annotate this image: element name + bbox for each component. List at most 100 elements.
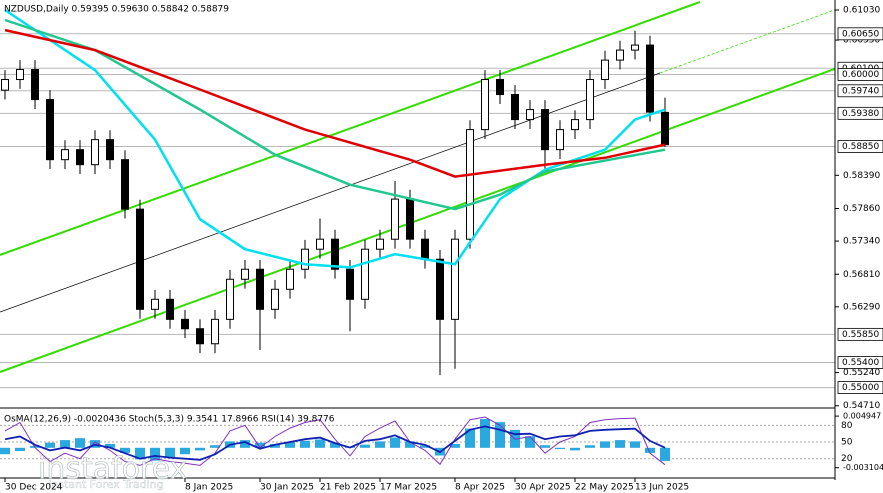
candle-body xyxy=(331,238,339,270)
candle-body xyxy=(196,328,204,345)
x-tick-label: 30 Dec 2024 xyxy=(5,483,63,493)
level-label-box xyxy=(837,27,883,41)
level-label: 0.55400 xyxy=(842,358,879,368)
watermark-brand: instaforex xyxy=(38,452,187,487)
x-tick-label: 21 Feb 2025 xyxy=(320,483,376,493)
candle-body xyxy=(91,139,99,166)
candle-body xyxy=(451,238,459,320)
y2-tick-label: 80 xyxy=(841,421,853,431)
level-label-box xyxy=(837,68,883,81)
level-label-box xyxy=(837,327,883,341)
candle-body xyxy=(166,298,174,320)
candle-body xyxy=(121,159,129,210)
y-tick-label: -0.003104 xyxy=(843,463,883,472)
candle-body xyxy=(556,129,564,151)
stoch-line xyxy=(4,416,666,466)
trend-extension xyxy=(659,9,835,74)
rsi-line xyxy=(4,425,666,461)
osma-bar xyxy=(255,442,265,448)
osma-bar xyxy=(480,418,490,448)
osma-bar xyxy=(525,436,535,448)
osma-bar xyxy=(450,443,460,448)
osma-bar xyxy=(210,445,220,448)
candle-body xyxy=(466,129,474,240)
osma-bar xyxy=(615,440,625,448)
candle-body xyxy=(61,149,69,161)
osma-bar xyxy=(330,442,340,448)
candle-body xyxy=(286,268,294,290)
y-tick-label: 0.55240 xyxy=(843,368,880,378)
osma-bar xyxy=(285,442,295,448)
trend-line xyxy=(0,72,661,313)
y-tick-label: 0.54710 xyxy=(843,401,880,411)
osma-bar xyxy=(240,440,250,448)
osma-bar xyxy=(270,443,280,448)
candle-body xyxy=(421,238,429,260)
chart-title: NZDUSD,Daily 0.59395 0.59630 0.58842 0.5… xyxy=(4,5,229,15)
candle-body xyxy=(406,198,414,240)
osma-bar xyxy=(585,445,595,448)
candle-body xyxy=(76,149,84,166)
candle-body xyxy=(391,198,399,240)
candle-body xyxy=(241,268,249,280)
channel-line xyxy=(0,67,835,373)
y-tick-label: 0.58390 xyxy=(843,171,880,181)
osma-bar xyxy=(300,440,310,448)
candle-body xyxy=(301,248,309,270)
y-tick-label: 0.57340 xyxy=(843,237,880,247)
candle-body xyxy=(16,69,24,81)
candle-body xyxy=(1,79,9,91)
osma-bar xyxy=(405,441,415,448)
candle-body xyxy=(271,288,279,310)
osma-bar xyxy=(120,447,130,453)
osma-bar xyxy=(645,447,655,453)
level-label: 0.55000 xyxy=(842,383,879,393)
moving-average xyxy=(4,18,666,211)
moving-average xyxy=(4,8,666,269)
y-tick-label: 0.56810 xyxy=(843,270,880,280)
y-tick-label: 0.60550 xyxy=(843,36,880,46)
osma-bar xyxy=(360,444,370,448)
osma-bar xyxy=(165,447,175,459)
candle-body xyxy=(211,318,219,345)
osma-bar xyxy=(570,447,580,451)
osma-bar xyxy=(195,447,205,451)
osma-bar xyxy=(135,447,145,460)
candle-body xyxy=(481,79,489,131)
osma-bar xyxy=(0,447,10,455)
moving-average xyxy=(4,28,666,178)
y-tick-label: 0.004947 xyxy=(843,412,881,421)
candle-body xyxy=(136,208,144,310)
osma-bar xyxy=(465,428,475,448)
osma-bar xyxy=(315,439,325,448)
indicator-title: OsMA(12,26,9) -0.0020436 Stoch(5,3,3) 9.… xyxy=(4,415,335,425)
indicator-pane xyxy=(0,416,835,466)
level-label-box xyxy=(837,140,883,153)
level-label: 0.55850 xyxy=(842,330,879,340)
candle-body xyxy=(631,44,639,51)
osma-bar xyxy=(540,445,550,448)
channel xyxy=(0,1,835,373)
x-tick-label: 8 Apr 2025 xyxy=(455,483,505,493)
x-tick-label: 13 Jun 2025 xyxy=(635,483,689,493)
candle-body xyxy=(31,69,39,101)
osma-bar xyxy=(60,440,70,448)
osma-bar xyxy=(150,447,160,461)
candle-body xyxy=(496,79,504,96)
candle-body xyxy=(106,139,114,161)
x-tick-label: 30 Jan 2025 xyxy=(260,483,314,493)
osma-bar xyxy=(105,443,115,448)
candle-body xyxy=(376,238,384,250)
price-pane xyxy=(1,8,669,376)
osma-bar xyxy=(390,437,400,448)
osma-bar xyxy=(660,447,670,461)
level-label: 0.60000 xyxy=(842,70,879,80)
level-label: 0.59740 xyxy=(842,86,879,96)
osma-bar xyxy=(75,438,85,448)
candle-body xyxy=(181,318,189,330)
candle-body xyxy=(526,109,534,121)
x-tick-label: 22 May 2025 xyxy=(575,483,634,493)
channel-line xyxy=(0,1,701,256)
osma-bar xyxy=(630,441,640,448)
